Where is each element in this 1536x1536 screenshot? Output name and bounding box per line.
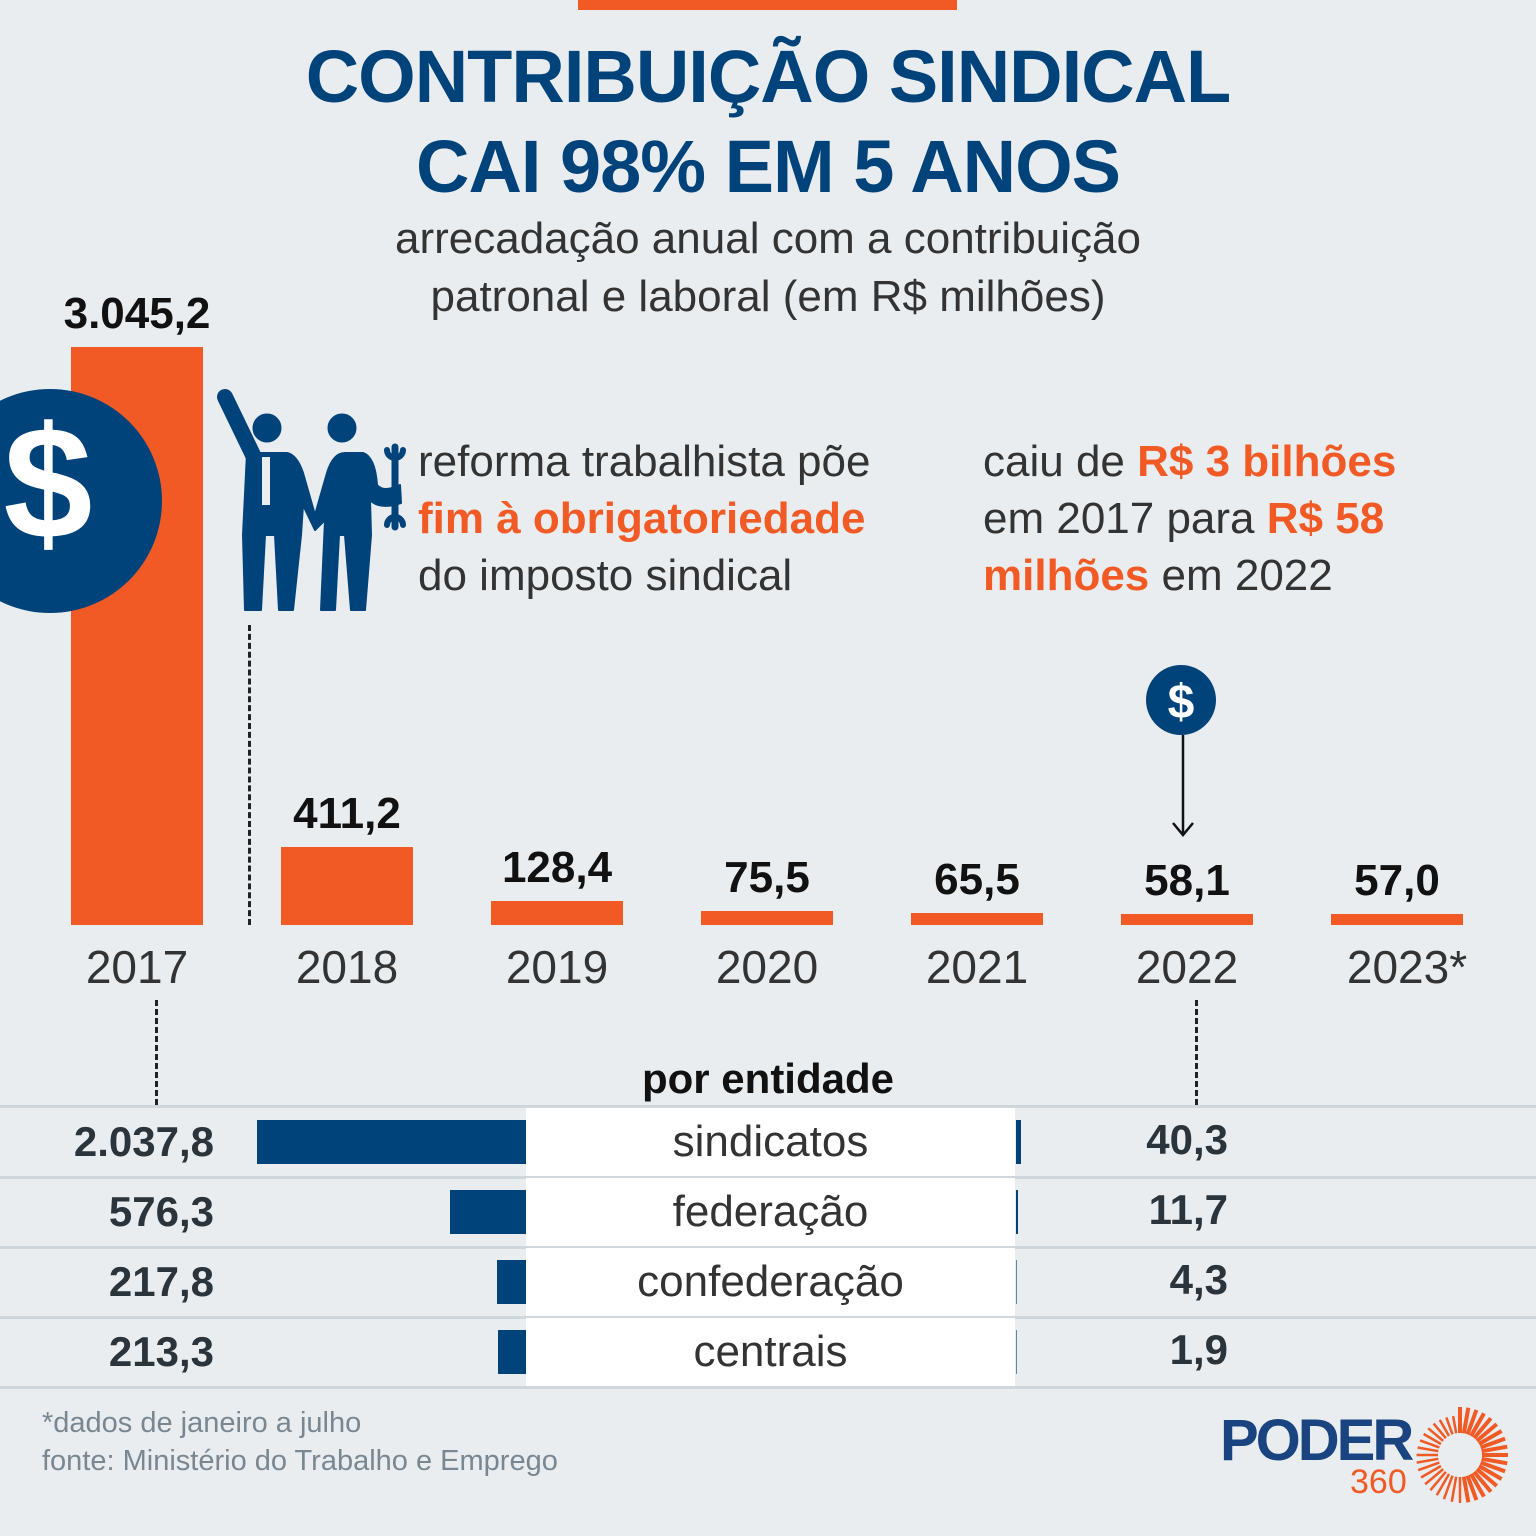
value-2022: 4,3 (1169, 1256, 1228, 1303)
reform-note-highlight: fim à obrigatoriedade (418, 494, 866, 543)
value-2017: 213,3 (108, 1328, 214, 1375)
drop-note-highlight: R$ 3 bilhões (1137, 437, 1397, 486)
year-label: 2017 (85, 941, 189, 993)
entity-row: 213,3 centrais 1,9 (0, 1318, 1536, 1389)
drop-note-text: caiu de (983, 437, 1138, 486)
bar-value-label: 65,5 (934, 854, 1020, 904)
entity-section-title: por entidade (641, 1055, 895, 1102)
reform-marker-line (248, 625, 251, 925)
value-2022: 11,7 (1148, 1186, 1228, 1233)
bar-2022 (1016, 1330, 1017, 1374)
entity-label: sindicatos (526, 1108, 1015, 1176)
bar-value-label: 3.045,2 (63, 289, 211, 338)
2017-link-line (155, 1000, 158, 1105)
svg-text:$: $ (1168, 676, 1195, 729)
drop-note-text: em 2022 (1149, 551, 1333, 600)
small-dollar-coin-icon: $ (1146, 665, 1216, 837)
value-2017: 217,8 (108, 1258, 214, 1305)
title-line-1: CONTRIBUIÇÃO SINDICAL (305, 35, 1232, 118)
entity-label: centrais (526, 1318, 1015, 1386)
value-2022: 1,9 (1169, 1326, 1228, 1373)
bar-2017 (257, 1120, 526, 1164)
bar-2022 (1121, 913, 1253, 925)
year-label: 2021 (925, 941, 1029, 993)
bar-2022 (1016, 1120, 1022, 1164)
top-accent-bar (578, 0, 957, 10)
reform-note-text: reforma trabalhista põe (418, 437, 871, 486)
bar-value-label: 58,1 (1144, 855, 1230, 905)
title-line-2: CAI 98% EM 5 ANOS (416, 125, 1121, 208)
value-2017: 2.037,8 (73, 1118, 214, 1165)
value-2017: 576,3 (108, 1188, 214, 1235)
bar-value-label: 128,4 (501, 842, 613, 892)
dollar-coin-icon: $ (0, 389, 162, 613)
bar-2018 (281, 846, 413, 925)
entity-row: 576,3 federação 11,7 (0, 1178, 1536, 1249)
reform-note-text: do imposto sindical (418, 551, 793, 600)
footnote: *dados de janeiro a julho (42, 1407, 362, 1439)
bar-2020 (701, 910, 833, 925)
entity-row: 217,8 confederação 4,3 (0, 1248, 1536, 1319)
divider (0, 1105, 1536, 1108)
bar-2017 (497, 1330, 526, 1374)
year-label: 2022 (1135, 941, 1239, 993)
workers-icon (217, 389, 406, 611)
entity-row: 2.037,8 sindicatos 40,3 (0, 1108, 1536, 1179)
year-label: 2019 (505, 941, 609, 993)
bar-2019 (491, 900, 623, 925)
year-label: 2018 (295, 941, 399, 993)
subtitle-line-1: arrecadação anual com a contribuição (394, 214, 1141, 263)
drop-note-highlight: milhões (983, 551, 1150, 600)
bar-2017 (449, 1190, 526, 1234)
year-label: 2020 (715, 941, 819, 993)
value-2022: 40,3 (1146, 1116, 1228, 1163)
sun-rays-icon (1416, 1407, 1508, 1503)
bar-value-label: 57,0 (1354, 856, 1440, 906)
bar-2017 (497, 1260, 526, 1304)
bar-value-label: 411,2 (293, 788, 401, 838)
2022-link-line (1195, 1000, 1198, 1105)
drop-note: caiu de R$ 3 bilhões em 2017 para R$ 58 … (983, 433, 1396, 604)
reform-note: reforma trabalhista põe fim à obrigatori… (418, 433, 870, 604)
entity-label: confederação (526, 1248, 1015, 1316)
entity-label: federação (526, 1178, 1015, 1246)
bar-value-label: 75,5 (724, 852, 810, 902)
logo-number: 360 (1350, 1463, 1407, 1501)
year-label: 2023* (1346, 941, 1468, 993)
drop-note-text: em 2017 para (983, 494, 1267, 543)
subtitle-line-2: patronal e laboral (em R$ milhões) (430, 272, 1106, 321)
bar-2022 (1016, 1260, 1017, 1304)
logo-wordmark: PODER (1220, 1408, 1414, 1473)
bar-2023* (1331, 914, 1463, 925)
drop-note-highlight: R$ 58 (1266, 494, 1385, 543)
source: fonte: Ministério do Trabalho e Emprego (42, 1445, 558, 1477)
bar-2021 (911, 912, 1043, 925)
svg-text:$: $ (4, 393, 93, 572)
poder360-logo: PODER 360 (1220, 1405, 1520, 1505)
bar-2022 (1016, 1190, 1018, 1234)
